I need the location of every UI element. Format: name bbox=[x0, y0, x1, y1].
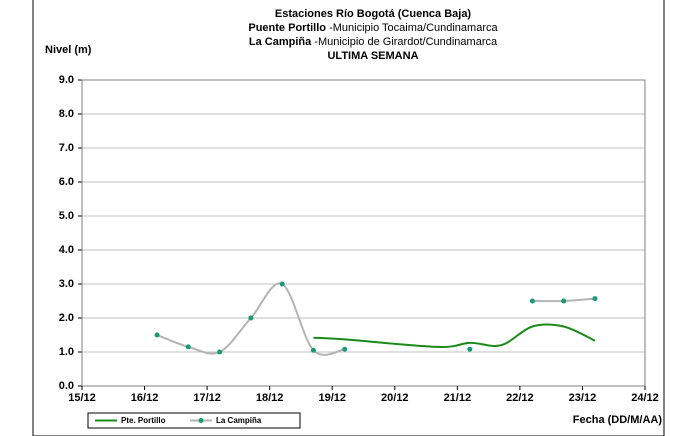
y-tick-label: 6.0 bbox=[59, 176, 74, 188]
y-tick-label: 7.0 bbox=[59, 142, 74, 154]
x-tick-label: 19/12 bbox=[318, 392, 346, 404]
chart-frame bbox=[32, 0, 665, 436]
subtitle: ULTIMA SEMANA bbox=[327, 50, 418, 62]
data-point bbox=[467, 346, 473, 352]
x-tick-label: 20/12 bbox=[381, 392, 409, 404]
subtitle-bold: Puente Portillo bbox=[248, 22, 326, 34]
data-point bbox=[248, 315, 254, 321]
data-point bbox=[217, 349, 223, 355]
x-tick-label: 22/12 bbox=[506, 392, 534, 404]
x-tick-label: 15/12 bbox=[68, 392, 96, 404]
y-tick-label: 8.0 bbox=[59, 108, 74, 120]
y-tick-label: 9.0 bbox=[59, 74, 74, 86]
data-point bbox=[561, 298, 567, 304]
y-tick-label: 0.0 bbox=[59, 380, 74, 392]
data-point bbox=[185, 344, 191, 350]
x-tick-label: 23/12 bbox=[569, 392, 597, 404]
plot-border bbox=[81, 79, 646, 387]
series-line bbox=[313, 323, 596, 348]
subtitle-rest: -Municipio Tocaima/Cundinamarca bbox=[329, 22, 498, 34]
y-tick-label: 1.0 bbox=[59, 346, 74, 358]
data-point bbox=[342, 346, 348, 352]
x-tick-label: 16/12 bbox=[131, 392, 159, 404]
legend-label: La Campiña bbox=[216, 416, 262, 425]
x-tick-label: 18/12 bbox=[256, 392, 284, 404]
data-point bbox=[592, 296, 598, 302]
chart-title: Estaciones Río Bogotá (Cuenca Baja) bbox=[275, 8, 472, 20]
x-tick-label: 24/12 bbox=[631, 392, 659, 404]
x-tick-label: 17/12 bbox=[193, 392, 221, 404]
subtitle-bold: La Campiña bbox=[249, 36, 312, 48]
legend-marker bbox=[198, 418, 204, 423]
x-axis-label: Fecha (DD/M/AA) bbox=[573, 414, 663, 426]
subtitle-rest: -Municipio de Girardot/Cundinamarca bbox=[314, 36, 498, 48]
data-point bbox=[279, 281, 285, 287]
y-tick-label: 4.0 bbox=[59, 244, 74, 256]
y-tick-label: 2.0 bbox=[59, 312, 74, 324]
y-tick-label: 5.0 bbox=[59, 210, 74, 222]
subtitle: Puente Portillo -Municipio Tocaima/Cundi… bbox=[248, 22, 498, 34]
data-point bbox=[154, 332, 160, 338]
x-tick-label: 21/12 bbox=[444, 392, 472, 404]
y-tick-label: 3.0 bbox=[59, 278, 74, 290]
data-point bbox=[310, 347, 316, 353]
y-axis-label: Nivel (m) bbox=[45, 44, 92, 56]
subtitle: La Campiña -Municipio de Girardot/Cundin… bbox=[249, 36, 498, 48]
legend-label: Pte. Portillo bbox=[121, 416, 166, 425]
data-point bbox=[529, 298, 535, 304]
